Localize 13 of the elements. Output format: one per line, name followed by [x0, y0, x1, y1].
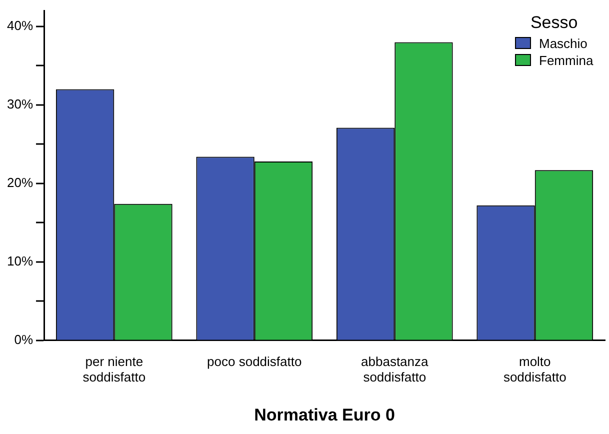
legend-label: Maschio — [539, 36, 588, 51]
y-tick-label: 10% — [6, 254, 34, 268]
x-tick-label: molto soddisfatto — [503, 354, 566, 384]
legend-title: Sesso — [529, 12, 579, 33]
y-tick-label: 30% — [6, 96, 34, 112]
x-tick-label: per niente soddisfatto — [82, 354, 146, 384]
y-tick-label: 0% — [14, 332, 34, 347]
x-axis-title: Normativa Euro 0 — [254, 405, 395, 424]
x-tick-label: poco soddisfatto — [207, 354, 302, 369]
y-tick-label: 20% — [6, 175, 34, 190]
legend-label: Femmina — [539, 52, 594, 68]
x-tick-label: abbastanza soddisfatto — [361, 354, 430, 384]
y-tick-label: 40% — [6, 18, 34, 34]
